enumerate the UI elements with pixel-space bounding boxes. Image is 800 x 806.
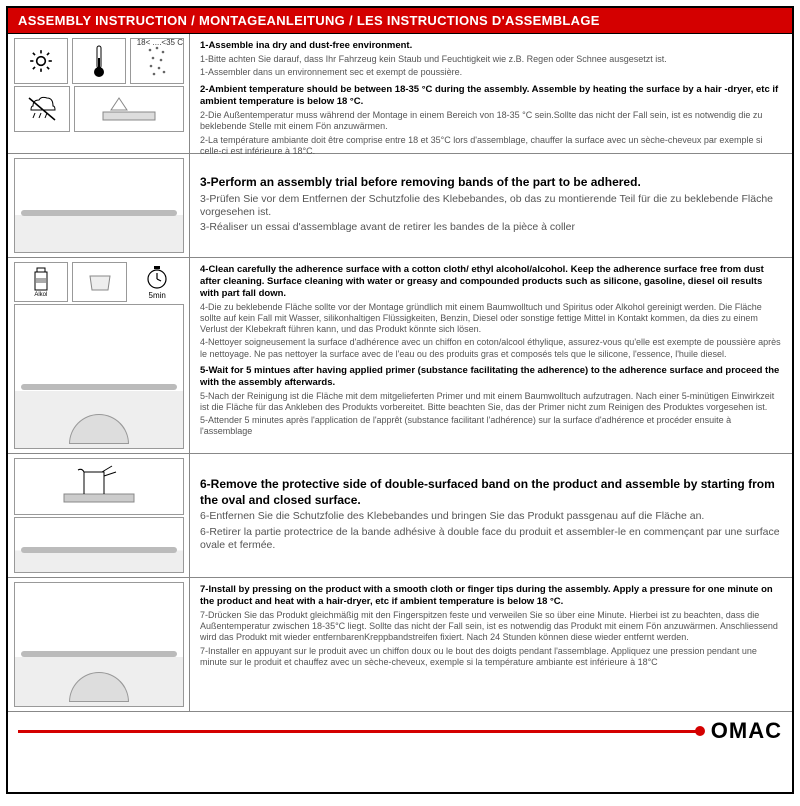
step-row-3: Alkol 5min 4-Clean carefully the adheren… — [8, 258, 792, 454]
cloth-icon — [72, 262, 127, 302]
step4-en: 4-Clean carefully the adherence surface … — [200, 264, 782, 300]
temp-range-label: 18< ....<35 C — [137, 38, 183, 47]
step-row-5: 7-Install by pressing on the product wit… — [8, 578, 792, 712]
step4-de: 4-Die zu beklebende Fläche sollte vor de… — [200, 302, 782, 336]
step5-fr: 5-Attender 5 minutes après l'application… — [200, 415, 782, 438]
step4-fr: 4-Nettoyer soigneusement la surface d'ad… — [200, 337, 782, 360]
sun-icon — [14, 38, 68, 84]
car-wipe-illustration — [14, 304, 184, 449]
step2-de: 2-Die Außentemperatur muss während der M… — [200, 110, 782, 133]
timer-icon: 5min — [131, 262, 184, 302]
car-apply-illustration — [14, 517, 184, 574]
peel-tape-icon — [14, 458, 184, 515]
step7-fr: 7-Installer en appuyant sur le produit a… — [200, 646, 782, 669]
step3-en: 3-Perform an assembly trial before remov… — [200, 175, 782, 191]
timer-label: 5min — [149, 291, 166, 300]
text-cell-1: 1-Assemble ina dry and dust-free environ… — [190, 34, 792, 153]
alcohol-label: Alkol — [34, 292, 47, 298]
step7-de: 7-Drücken Sie das Produkt gleichmäßig mi… — [200, 610, 782, 644]
footer-red-bar — [18, 730, 697, 733]
step5-en: 5-Wait for 5 mintues after having applie… — [200, 365, 782, 389]
surface-icon — [74, 86, 184, 132]
alcohol-bottle-icon: Alkol — [14, 262, 69, 302]
text-cell-4: 6-Remove the protective side of double-s… — [190, 454, 792, 577]
step2-en: 2-Ambient temperature should be between … — [200, 84, 782, 108]
step-row-2: 3-Perform an assembly trial before remov… — [8, 154, 792, 258]
step5-de: 5-Nach der Reinigung ist die Fläche mit … — [200, 391, 782, 414]
car-side-illustration — [14, 158, 184, 253]
step3-fr: 3-Réaliser un essai d'assemblage avant d… — [200, 221, 782, 234]
step6-fr: 6-Retirer la partie protectrice de la ba… — [200, 526, 782, 552]
step6-en: 6-Remove the protective side of double-s… — [200, 477, 782, 508]
car-press-illustration — [14, 582, 184, 707]
illustration-cell-3: Alkol 5min — [8, 258, 190, 453]
brand-logo: OMAC — [711, 718, 782, 744]
step1-en: 1-Assemble ina dry and dust-free environ… — [200, 40, 782, 52]
step1-fr: 1-Assembler dans un environnement sec et… — [200, 67, 782, 78]
illustration-cell-4 — [8, 454, 190, 577]
illustration-cell-1: 18< ....<35 C — [8, 34, 190, 153]
step6-de: 6-Entfernen Sie die Schutzfolie des Kleb… — [200, 510, 782, 523]
step3-de: 3-Prüfen Sie vor dem Entfernen der Schut… — [200, 193, 782, 219]
thermometer-icon — [72, 38, 126, 84]
step-row-4: 6-Remove the protective side of double-s… — [8, 454, 792, 578]
text-cell-5: 7-Install by pressing on the product wit… — [190, 578, 792, 711]
header-title: ASSEMBLY INSTRUCTION / MONTAGEANLEITUNG … — [8, 8, 792, 34]
step7-en: 7-Install by pressing on the product wit… — [200, 584, 782, 608]
step-row-1: 18< ....<35 C — [8, 34, 792, 154]
illustration-cell-5 — [8, 578, 190, 711]
illustration-cell-2 — [8, 154, 190, 257]
instruction-sheet: ASSEMBLY INSTRUCTION / MONTAGEANLEITUNG … — [6, 6, 794, 794]
footer: OMAC — [8, 712, 792, 748]
text-cell-3: 4-Clean carefully the adherence surface … — [190, 258, 792, 453]
hand-press-icon — [69, 672, 129, 702]
hand-icon — [69, 414, 129, 444]
no-rain-icon — [14, 86, 70, 132]
text-cell-2: 3-Perform an assembly trial before remov… — [190, 154, 792, 257]
step1-de: 1-Bitte achten Sie darauf, dass Ihr Fahr… — [200, 54, 782, 65]
